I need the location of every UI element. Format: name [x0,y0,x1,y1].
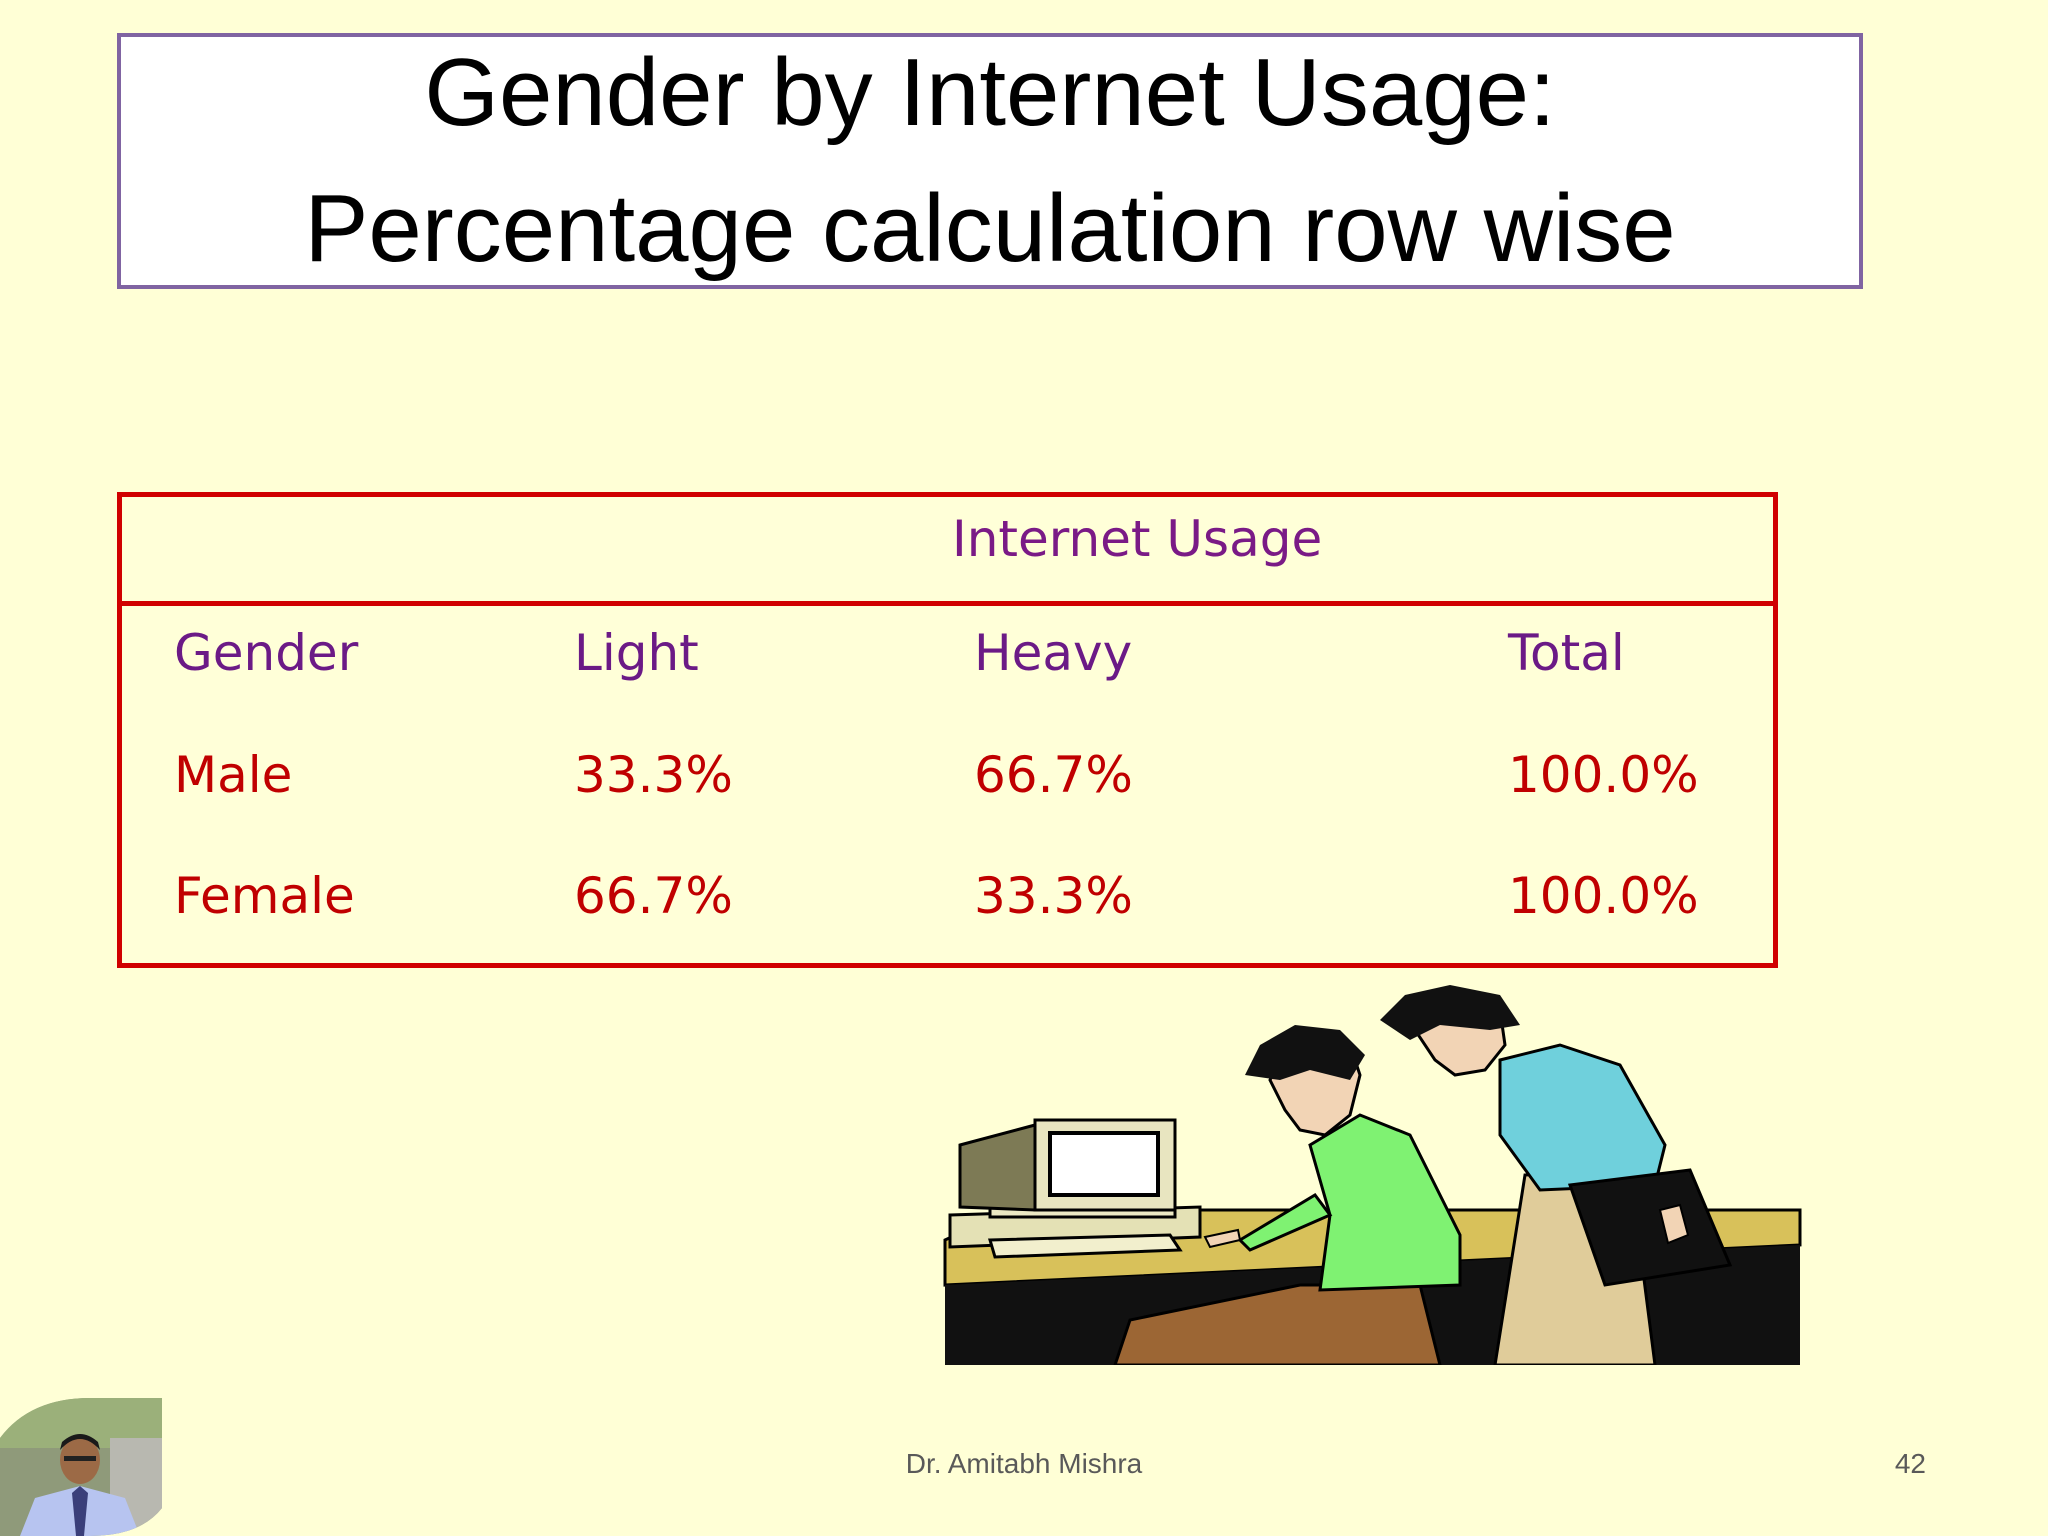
row-female-label: Female [174,867,355,925]
table-group-header: Internet Usage [122,497,1773,606]
row-female-light: 66.7% [574,867,733,925]
title-line-2: Percentage calculation row wise [304,175,1676,282]
row-female-heavy: 33.3% [974,867,1133,925]
row-male-heavy: 66.7% [974,746,1133,804]
column-header-gender: Gender [174,624,359,682]
title-line-1: Gender by Internet Usage: [424,39,1556,146]
column-header-light: Light [574,624,699,682]
row-male-light: 33.3% [574,746,733,804]
group-header-label: Internet Usage [952,510,1323,568]
usage-table: Internet Usage Gender Light Heavy Total … [117,492,1778,968]
row-female-total: 100.0% [1508,867,1699,925]
slide-title: Gender by Internet Usage: Percentage cal… [117,33,1863,289]
footer-author: Dr. Amitabh Mishra [905,1448,1143,1479]
row-male-total: 100.0% [1508,746,1699,804]
column-header-total: Total [1508,624,1625,682]
row-male-label: Male [174,746,293,804]
page-number: 42 [1894,1448,1926,1479]
presenter-photo [0,1398,162,1536]
column-header-heavy: Heavy [974,624,1133,682]
people-at-computer-illustration [943,985,1802,1365]
